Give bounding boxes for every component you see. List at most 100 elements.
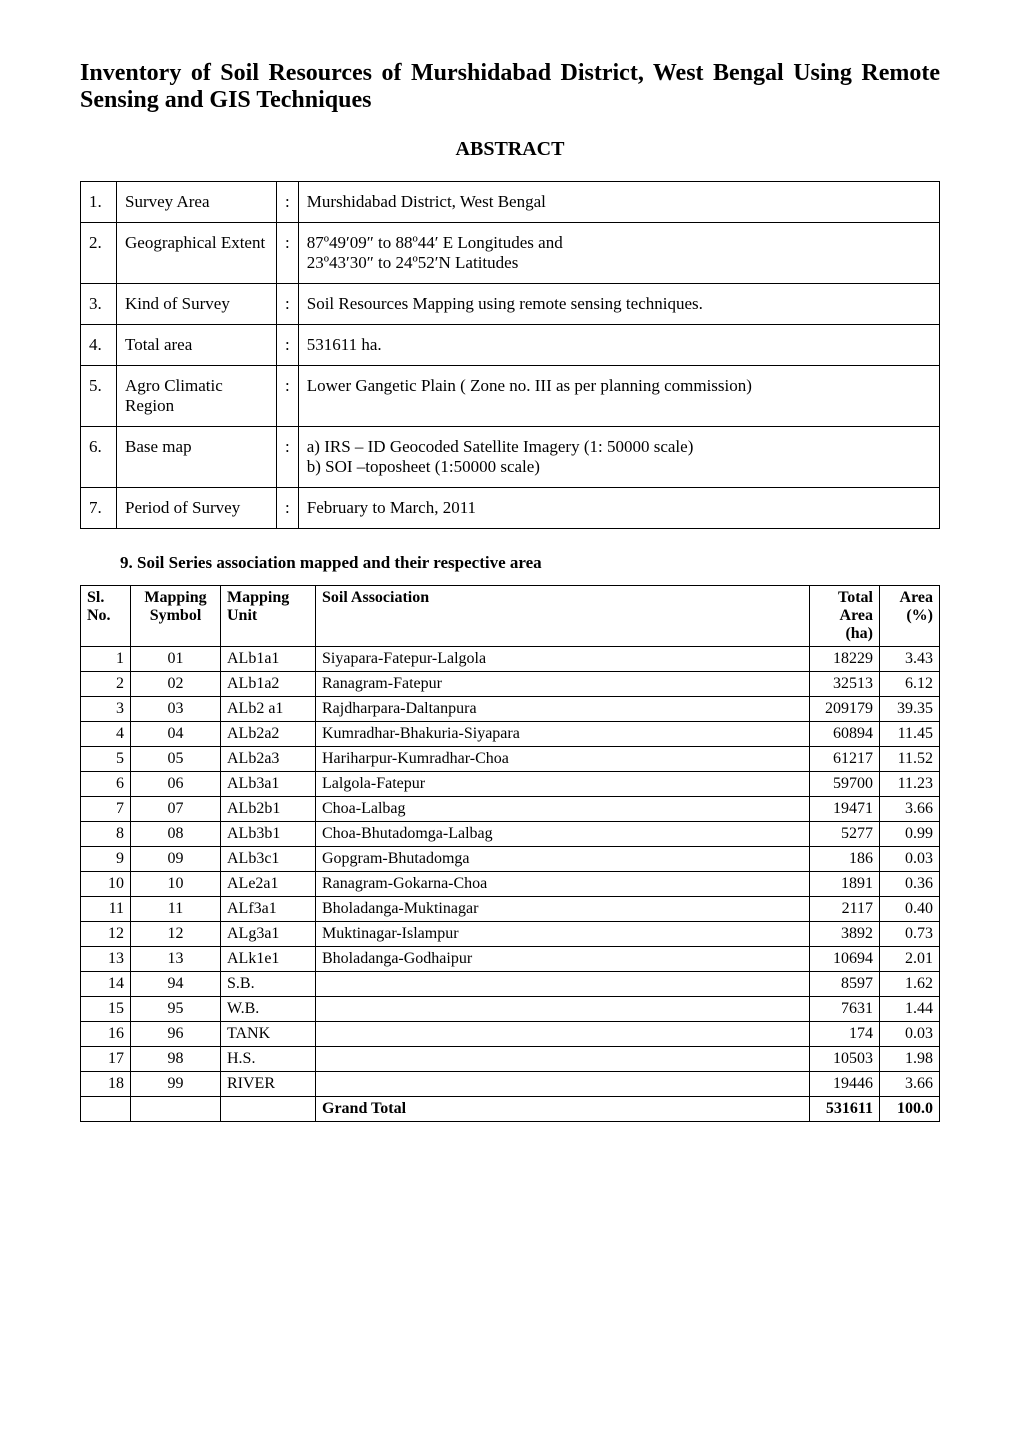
cell-pct: 1.62 bbox=[880, 972, 940, 997]
cell-unit: ALb1a1 bbox=[221, 647, 316, 672]
cell-total-label: Grand Total bbox=[316, 1097, 810, 1122]
info-value: 87º49′09″ to 88º44′ E Longitudes and 23º… bbox=[298, 223, 939, 284]
info-num: 3. bbox=[81, 284, 117, 325]
cell-sl: 2 bbox=[81, 672, 131, 697]
cell-pct: 3.66 bbox=[880, 797, 940, 822]
table-row: 202ALb1a2Ranagram-Fatepur325136.12 bbox=[81, 672, 940, 697]
info-row: 3. Kind of Survey : Soil Resources Mappi… bbox=[81, 284, 940, 325]
cell-unit: ALg3a1 bbox=[221, 922, 316, 947]
cell-sl: 8 bbox=[81, 822, 131, 847]
info-table: 1. Survey Area : Murshidabad District, W… bbox=[80, 181, 940, 529]
cell-symbol bbox=[131, 1097, 221, 1122]
cell-sl bbox=[81, 1097, 131, 1122]
info-label: Agro Climatic Region bbox=[117, 366, 277, 427]
info-label: Total area bbox=[117, 325, 277, 366]
cell-area: 186 bbox=[810, 847, 880, 872]
cell-unit: ALf3a1 bbox=[221, 897, 316, 922]
col-header-sl: Sl. No. bbox=[81, 586, 131, 647]
info-row: 4. Total area : 531611 ha. bbox=[81, 325, 940, 366]
page-title: Inventory of Soil Resources of Murshidab… bbox=[80, 60, 940, 114]
info-label: Survey Area bbox=[117, 182, 277, 223]
abstract-heading: ABSTRACT bbox=[80, 138, 940, 161]
cell-unit: TANK bbox=[221, 1022, 316, 1047]
cell-assoc bbox=[316, 1022, 810, 1047]
cell-pct: 0.03 bbox=[880, 1022, 940, 1047]
cell-area: 5277 bbox=[810, 822, 880, 847]
info-colon: : bbox=[277, 284, 299, 325]
info-num: 4. bbox=[81, 325, 117, 366]
cell-area: 10503 bbox=[810, 1047, 880, 1072]
cell-area: 1891 bbox=[810, 872, 880, 897]
info-row: 2. Geographical Extent : 87º49′09″ to 88… bbox=[81, 223, 940, 284]
cell-symbol: 95 bbox=[131, 997, 221, 1022]
cell-symbol: 96 bbox=[131, 1022, 221, 1047]
info-colon: : bbox=[277, 366, 299, 427]
table-header-row: Sl. No. Mapping Symbol Mapping Unit Soil… bbox=[81, 586, 940, 647]
table-row: 808ALb3b1Choa-Bhutadomga-Lalbag52770.99 bbox=[81, 822, 940, 847]
cell-unit: ALb1a2 bbox=[221, 672, 316, 697]
info-row: 7. Period of Survey : February to March,… bbox=[81, 488, 940, 529]
cell-area: 3892 bbox=[810, 922, 880, 947]
cell-symbol: 13 bbox=[131, 947, 221, 972]
info-colon: : bbox=[277, 182, 299, 223]
cell-sl: 18 bbox=[81, 1072, 131, 1097]
cell-unit: ALb3b1 bbox=[221, 822, 316, 847]
cell-pct: 6.12 bbox=[880, 672, 940, 697]
cell-assoc: Rajdharpara-Daltanpura bbox=[316, 697, 810, 722]
info-colon: : bbox=[277, 223, 299, 284]
cell-sl: 12 bbox=[81, 922, 131, 947]
cell-unit: ALb2a2 bbox=[221, 722, 316, 747]
table-total-row: Grand Total531611100.0 bbox=[81, 1097, 940, 1122]
cell-symbol: 07 bbox=[131, 797, 221, 822]
table-row: 1212ALg3a1Muktinagar-Islampur38920.73 bbox=[81, 922, 940, 947]
cell-sl: 11 bbox=[81, 897, 131, 922]
cell-symbol: 10 bbox=[131, 872, 221, 897]
cell-assoc: Kumradhar-Bhakuria-Siyapara bbox=[316, 722, 810, 747]
cell-area: 19446 bbox=[810, 1072, 880, 1097]
info-num: 5. bbox=[81, 366, 117, 427]
table-row: 606ALb3a1Lalgola-Fatepur5970011.23 bbox=[81, 772, 940, 797]
info-value: 531611 ha. bbox=[298, 325, 939, 366]
cell-area: 59700 bbox=[810, 772, 880, 797]
cell-pct: 11.23 bbox=[880, 772, 940, 797]
table-row: 1010ALe2a1Ranagram-Gokarna-Choa18910.36 bbox=[81, 872, 940, 897]
cell-symbol: 09 bbox=[131, 847, 221, 872]
table-row: 1899RIVER194463.66 bbox=[81, 1072, 940, 1097]
table-row: 404ALb2a2Kumradhar-Bhakuria-Siyapara6089… bbox=[81, 722, 940, 747]
cell-assoc: Siyapara-Fatepur-Lalgola bbox=[316, 647, 810, 672]
cell-symbol: 03 bbox=[131, 697, 221, 722]
cell-pct: 1.98 bbox=[880, 1047, 940, 1072]
info-row: 5. Agro Climatic Region : Lower Gangetic… bbox=[81, 366, 940, 427]
info-num: 2. bbox=[81, 223, 117, 284]
cell-pct: 0.40 bbox=[880, 897, 940, 922]
info-value: Soil Resources Mapping using remote sens… bbox=[298, 284, 939, 325]
cell-symbol: 05 bbox=[131, 747, 221, 772]
cell-area: 531611 bbox=[810, 1097, 880, 1122]
table-row: 1313ALk1e1Bholadanga-Godhaipur106942.01 bbox=[81, 947, 940, 972]
cell-pct: 1.44 bbox=[880, 997, 940, 1022]
cell-assoc bbox=[316, 972, 810, 997]
cell-pct: 0.36 bbox=[880, 872, 940, 897]
cell-assoc: Ranagram-Fatepur bbox=[316, 672, 810, 697]
cell-unit: ALk1e1 bbox=[221, 947, 316, 972]
cell-unit: ALb2 a1 bbox=[221, 697, 316, 722]
cell-unit: H.S. bbox=[221, 1047, 316, 1072]
cell-area: 8597 bbox=[810, 972, 880, 997]
cell-symbol: 08 bbox=[131, 822, 221, 847]
cell-symbol: 02 bbox=[131, 672, 221, 697]
soil-series-table: Sl. No. Mapping Symbol Mapping Unit Soil… bbox=[80, 585, 940, 1122]
cell-area: 19471 bbox=[810, 797, 880, 822]
info-num: 1. bbox=[81, 182, 117, 223]
cell-pct: 11.52 bbox=[880, 747, 940, 772]
cell-unit: W.B. bbox=[221, 997, 316, 1022]
info-label: Geographical Extent bbox=[117, 223, 277, 284]
cell-symbol: 04 bbox=[131, 722, 221, 747]
cell-unit: ALe2a1 bbox=[221, 872, 316, 897]
section9-title: 9. Soil Series association mapped and th… bbox=[120, 553, 940, 573]
cell-area: 209179 bbox=[810, 697, 880, 722]
table-row: 1111ALf3a1Bholadanga-Muktinagar21170.40 bbox=[81, 897, 940, 922]
cell-sl: 17 bbox=[81, 1047, 131, 1072]
cell-area: 10694 bbox=[810, 947, 880, 972]
cell-pct: 3.43 bbox=[880, 647, 940, 672]
info-colon: : bbox=[277, 488, 299, 529]
